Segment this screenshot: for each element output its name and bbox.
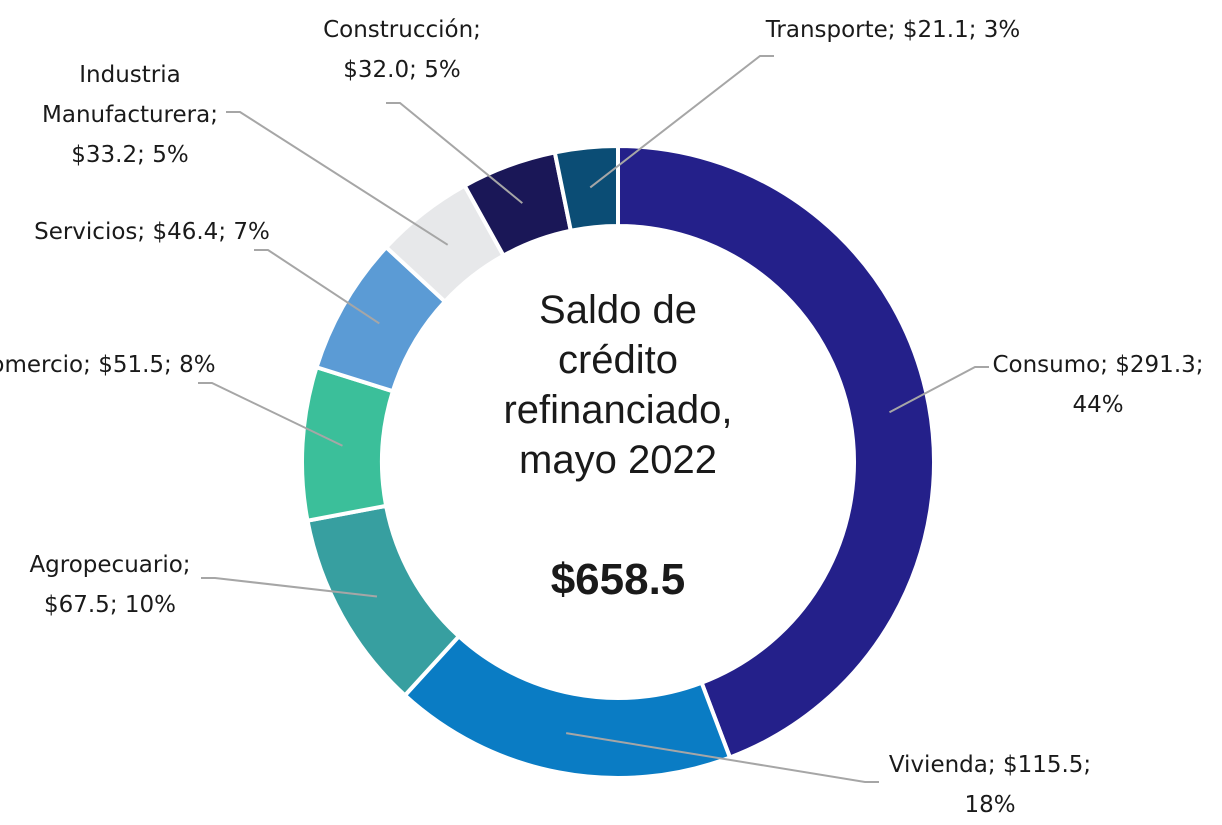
separator: ; bbox=[137, 142, 153, 168]
category-name: Comercio bbox=[0, 352, 84, 378]
value-label: $21.1 bbox=[902, 17, 969, 43]
leader-line bbox=[566, 732, 879, 783]
leader-line bbox=[201, 577, 378, 598]
separator: ; bbox=[887, 17, 903, 43]
leader-line bbox=[226, 111, 449, 246]
value-label: $51.5 bbox=[98, 352, 165, 378]
percent-label: 18% bbox=[964, 792, 1016, 818]
category-name: Servicios bbox=[34, 219, 138, 245]
separator: ; bbox=[164, 352, 180, 378]
separator: ; bbox=[987, 752, 1003, 778]
percent-label: 10% bbox=[124, 592, 177, 618]
data-label: Agropecuario; $67.5; 10% bbox=[5, 545, 215, 625]
data-label: Construcción; $32.0; 5% bbox=[302, 10, 502, 90]
total-label: $658.5 bbox=[550, 555, 686, 604]
separator: ; bbox=[1100, 352, 1116, 378]
separator: ; bbox=[182, 552, 191, 578]
data-label: Servicios; $46.4; 7% bbox=[32, 212, 272, 252]
separator: ; bbox=[473, 17, 481, 43]
separator: ; bbox=[109, 592, 125, 618]
data-label: Vivienda; $115.5; 18% bbox=[865, 745, 1115, 825]
category-name: Industria Manufacturera bbox=[42, 62, 211, 128]
category-name: Consumo bbox=[992, 352, 1101, 378]
slice bbox=[402, 633, 733, 780]
category-name: Construcción bbox=[323, 17, 474, 43]
data-label: Transporte; $21.1; 3% bbox=[763, 10, 1023, 50]
leader-line bbox=[386, 102, 523, 204]
percent-label: 3% bbox=[983, 17, 1021, 43]
data-label: Comercio; $51.5; 8% bbox=[0, 345, 230, 385]
separator: ; bbox=[83, 352, 99, 378]
slice bbox=[300, 364, 396, 524]
separator: ; bbox=[409, 57, 425, 83]
value-label: $291.3 bbox=[1115, 352, 1196, 378]
slice bbox=[616, 143, 936, 761]
leader-line bbox=[198, 382, 343, 447]
separator: ; bbox=[1083, 752, 1092, 778]
separator: ; bbox=[210, 102, 218, 128]
separator: ; bbox=[1195, 352, 1204, 378]
percent-label: 5% bbox=[424, 57, 461, 83]
category-name: Vivienda bbox=[888, 752, 988, 778]
value-label: $46.4 bbox=[152, 219, 219, 245]
value-label: $33.2 bbox=[71, 142, 138, 168]
data-label: Industria Manufacturera; $33.2; 5% bbox=[30, 55, 230, 175]
leader-line bbox=[889, 366, 989, 414]
value-label: $115.5 bbox=[1002, 752, 1084, 778]
separator: ; bbox=[218, 219, 234, 245]
percent-label: 8% bbox=[179, 352, 216, 378]
data-label: Consumo; $291.3; 44% bbox=[973, 345, 1222, 425]
center-text: Saldo de crédito refinanciado, mayo 2022 bbox=[503, 288, 733, 482]
percent-label: 44% bbox=[1072, 392, 1124, 418]
percent-label: 5% bbox=[152, 142, 189, 168]
leader-line bbox=[589, 55, 774, 189]
category-name: Agropecuario bbox=[29, 552, 183, 578]
leader-line bbox=[254, 249, 380, 325]
percent-label: 7% bbox=[233, 219, 270, 245]
slice bbox=[552, 143, 620, 234]
separator: ; bbox=[968, 17, 984, 43]
value-label: $67.5 bbox=[43, 592, 110, 618]
category-name: Transporte bbox=[765, 17, 888, 43]
value-label: $32.0 bbox=[343, 57, 410, 83]
separator: ; bbox=[137, 219, 153, 245]
